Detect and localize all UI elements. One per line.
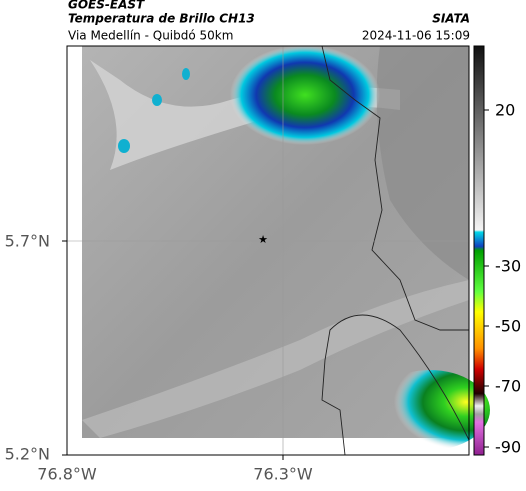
lat-label: 5.7°N <box>5 232 50 251</box>
colorbar-label: -50 <box>495 317 521 336</box>
title: Temperatura de Brillo CH13 <box>68 12 255 26</box>
colorbar-label: -70 <box>495 377 521 396</box>
lon-label: 76.3°W <box>253 465 313 484</box>
colorbar-label: 20 <box>495 101 515 120</box>
source: GOES-EAST <box>68 0 145 12</box>
svg-text:★: ★ <box>258 233 268 246</box>
lon-label: 76.8°W <box>37 465 97 484</box>
brand: SIATA <box>432 12 470 26</box>
colorbar-label: -90 <box>495 438 521 457</box>
route: Via Medellín - Quibdó 50km <box>68 29 233 43</box>
colorbar <box>473 45 485 456</box>
map: ★ <box>62 45 490 460</box>
lat-label: 5.2°N <box>5 445 50 464</box>
timestamp: 2024-11-06 15:09 <box>362 29 470 43</box>
colorbar-label: -30 <box>495 257 521 276</box>
